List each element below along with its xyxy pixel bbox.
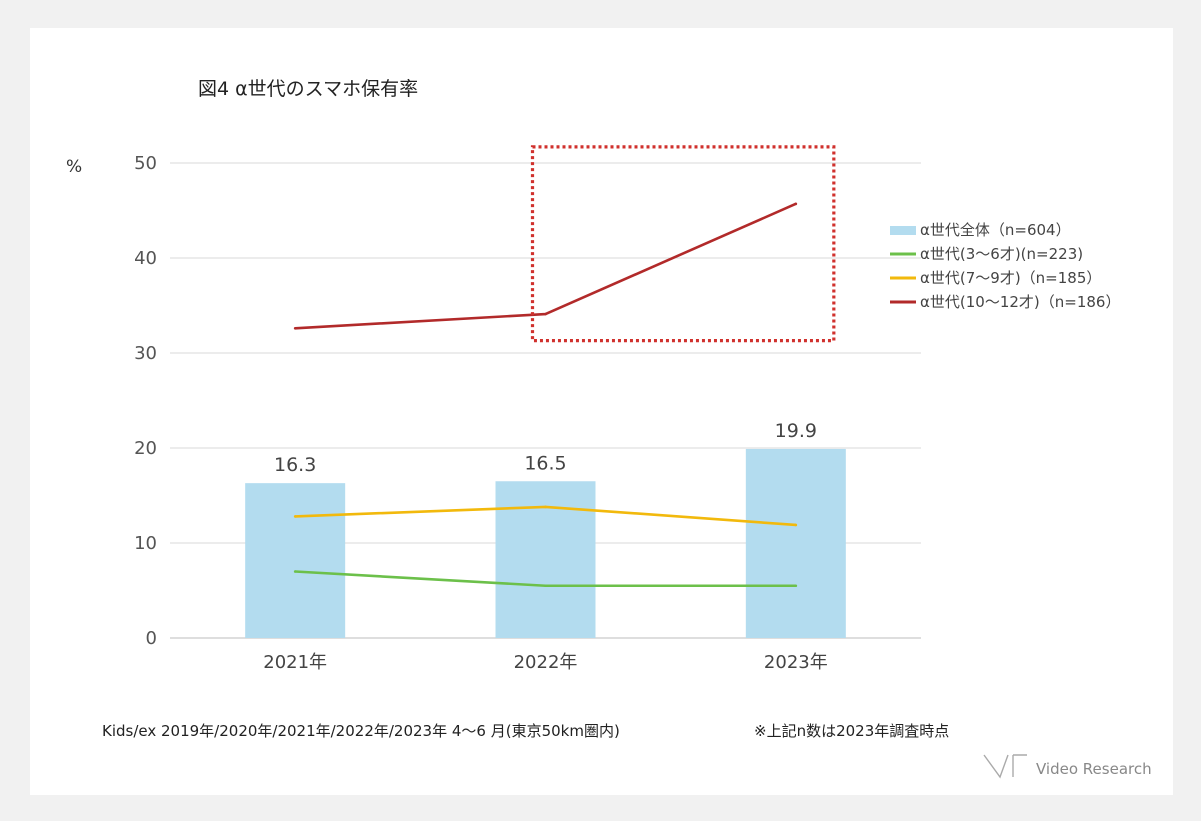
y-axis-ticks: 0 10 20 30 40 50: [134, 153, 157, 649]
line-point-2-3: [794, 523, 798, 527]
line-point-3-1: [293, 327, 297, 330]
y-tick-label-40: 40: [134, 248, 157, 269]
x-tick-label-2: 2022年: [514, 652, 578, 673]
line-point-1-1: [293, 570, 297, 573]
y-tick-label-0: 0: [146, 628, 157, 649]
legend-label-2: α世代(7～9才)（n=185）: [920, 269, 1101, 287]
x-axis-ticks: 2021年 2022年 2023年: [263, 652, 827, 673]
legend-label-3: α世代(10～12才)（n=186）: [920, 293, 1120, 311]
legend-label-0: α世代全体（n=604）: [920, 221, 1071, 239]
x-tick-label-1: 2021年: [263, 652, 327, 673]
line-point-1-3: [794, 584, 798, 588]
line-point-1-2: [544, 584, 547, 588]
bar-1: [245, 483, 346, 638]
bar-data-label-2: 16.5: [524, 452, 566, 474]
bar-data-label-1: 16.3: [274, 454, 316, 476]
bar-data-label-3: 19.9: [775, 420, 817, 442]
line-series: [293, 202, 798, 588]
line-point-2-2: [544, 505, 547, 509]
x-tick-label-3: 2023年: [764, 652, 828, 673]
chart-title: 図4 α世代のスマホ保有率: [198, 78, 418, 100]
line-point-3-3: [794, 202, 798, 206]
y-tick-label-20: 20: [134, 438, 157, 459]
footnote-note: ※上記n数は2023年調査時点: [754, 722, 949, 740]
y-unit-label: %: [66, 157, 82, 177]
legend-swatch-0: [890, 226, 916, 235]
y-tick-label-50: 50: [134, 153, 157, 174]
brand-name: Video Research: [1036, 760, 1152, 778]
dotted-highlight-box: [530, 145, 836, 343]
chart-card: [30, 28, 1173, 795]
bar-3: [745, 448, 846, 638]
legend: α世代全体（n=604） α世代(3～6才)(n=223) α世代(7～9才)（n=…: [890, 221, 1120, 311]
bar-2: [495, 481, 596, 638]
legend-label-1: α世代(3～6才)(n=223): [920, 245, 1083, 263]
y-tick-label-10: 10: [134, 533, 157, 554]
line-point-3-2: [544, 312, 547, 316]
y-tick-label-30: 30: [134, 343, 157, 364]
footnote-source: Kids/ex 2019年/2020年/2021年/2022年/2023年 4～…: [102, 722, 620, 740]
bar-series: 16.3 16.5 19.9: [245, 420, 846, 638]
line-point-2-1: [293, 515, 297, 518]
line-series-3: [295, 202, 797, 330]
highlight-annotation: [530, 145, 836, 343]
brand-logo: Video Research: [983, 754, 1152, 779]
